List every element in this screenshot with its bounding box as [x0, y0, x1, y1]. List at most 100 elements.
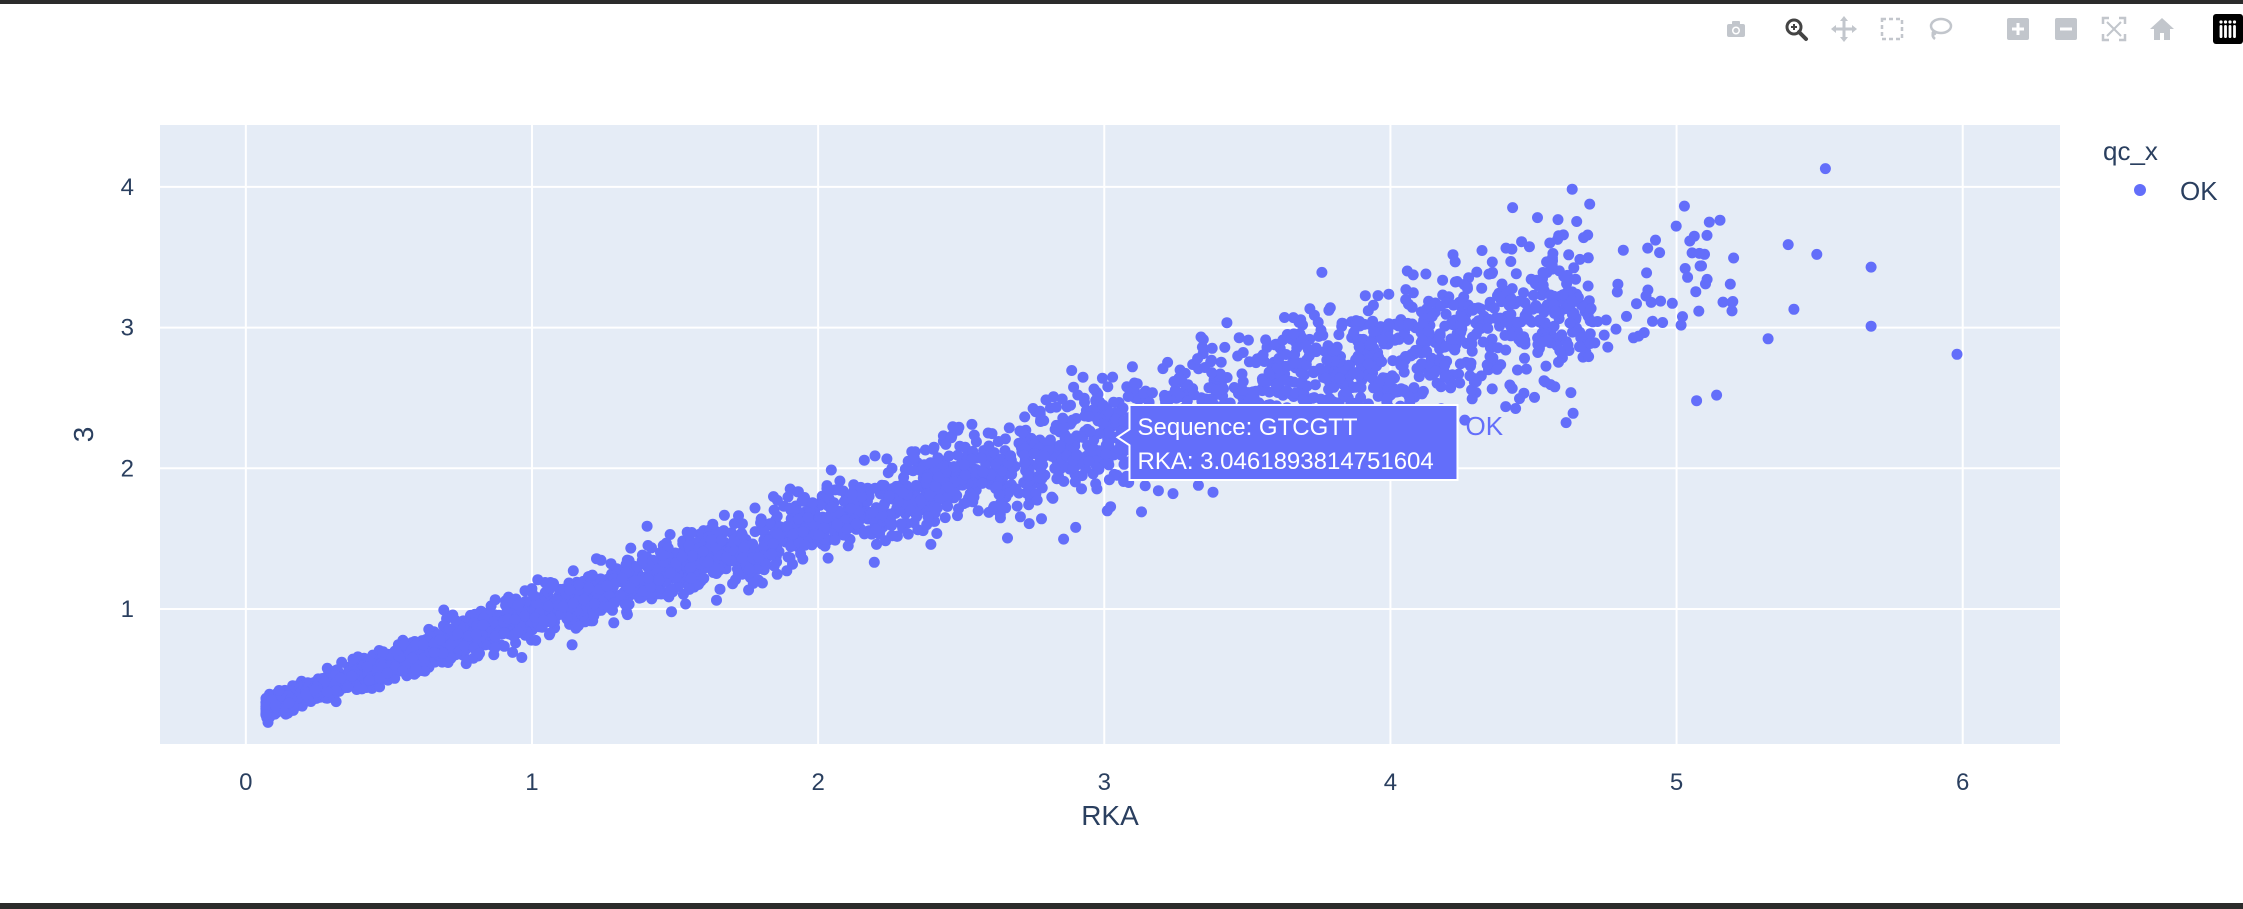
- scatter-point[interactable]: [1788, 303, 1800, 315]
- scatter-point[interactable]: [666, 606, 677, 618]
- scatter-point[interactable]: [1243, 356, 1255, 368]
- scatter-point[interactable]: [736, 529, 748, 541]
- scatter-point[interactable]: [676, 551, 688, 563]
- scatter-point[interactable]: [732, 568, 744, 580]
- scatter-point[interactable]: [1068, 381, 1080, 393]
- scatter-point[interactable]: [1257, 349, 1269, 361]
- scatter-point[interactable]: [438, 604, 450, 616]
- scatter-point[interactable]: [605, 558, 617, 570]
- scatter-point[interactable]: [922, 511, 934, 523]
- scatter-point[interactable]: [907, 465, 919, 477]
- scatter-point[interactable]: [1492, 290, 1503, 302]
- scatter-point[interactable]: [755, 517, 767, 529]
- scatter-point[interactable]: [1693, 247, 1705, 259]
- scatter-point[interactable]: [893, 496, 905, 508]
- scatter-point[interactable]: [544, 627, 556, 639]
- scatter-point[interactable]: [702, 556, 714, 568]
- scatter-point[interactable]: [705, 534, 717, 545]
- scatter-point[interactable]: [1293, 316, 1305, 328]
- scatter-point[interactable]: [928, 441, 940, 453]
- scatter-point[interactable]: [855, 481, 867, 493]
- scatter-point[interactable]: [336, 656, 348, 668]
- scatter-point[interactable]: [1100, 448, 1112, 460]
- scatter-point[interactable]: [1290, 387, 1302, 399]
- scatter-point[interactable]: [846, 489, 858, 500]
- scatter-point[interactable]: [929, 480, 941, 492]
- scatter-point[interactable]: [797, 526, 809, 538]
- scatter-point[interactable]: [1069, 476, 1081, 488]
- scatter-point[interactable]: [273, 685, 285, 696]
- scatter-point[interactable]: [1281, 385, 1293, 397]
- scatter-point[interactable]: [1435, 381, 1447, 393]
- scatter-point[interactable]: [397, 665, 409, 677]
- scatter-point[interactable]: [1532, 212, 1543, 224]
- scatter-point[interactable]: [1557, 289, 1569, 301]
- scatter-point[interactable]: [1567, 326, 1578, 338]
- scatter-point[interactable]: [1819, 163, 1831, 175]
- scatter-point[interactable]: [1417, 385, 1429, 397]
- scatter-point[interactable]: [1297, 394, 1309, 406]
- scatter-point[interactable]: [772, 528, 783, 540]
- scatter-point[interactable]: [939, 512, 951, 524]
- scatter-point[interactable]: [1214, 368, 1226, 380]
- scatter-point[interactable]: [825, 464, 837, 476]
- scatter-point[interactable]: [1724, 278, 1736, 290]
- scatter-point[interactable]: [1359, 290, 1371, 302]
- scatter-point[interactable]: [1536, 336, 1548, 348]
- scatter-point[interactable]: [474, 647, 485, 659]
- scatter-point[interactable]: [1534, 314, 1545, 326]
- scatter-point[interactable]: [771, 568, 783, 580]
- scatter-point[interactable]: [586, 569, 598, 581]
- scatter-point[interactable]: [377, 646, 389, 658]
- scatter-point[interactable]: [1330, 344, 1342, 356]
- scatter-point[interactable]: [458, 640, 470, 652]
- scatter-point[interactable]: [407, 652, 419, 664]
- scatter-point[interactable]: [845, 503, 857, 514]
- scatter-point[interactable]: [1484, 350, 1496, 362]
- scatter-point[interactable]: [1122, 391, 1134, 402]
- scatter-point[interactable]: [1031, 494, 1043, 506]
- scatter-point[interactable]: [1711, 389, 1723, 401]
- scatter-point[interactable]: [573, 579, 585, 591]
- scatter-point[interactable]: [1333, 329, 1345, 341]
- scatter-point[interactable]: [1510, 268, 1522, 280]
- scatter-point[interactable]: [1102, 381, 1114, 393]
- scatter-point[interactable]: [882, 467, 894, 479]
- scatter-point[interactable]: [736, 552, 748, 564]
- scatter-point[interactable]: [283, 697, 295, 709]
- scatter-point[interactable]: [841, 523, 853, 535]
- scatter-point[interactable]: [968, 491, 980, 503]
- scatter-point[interactable]: [1383, 319, 1395, 331]
- scatter-point[interactable]: [807, 497, 819, 509]
- scatter-point[interactable]: [589, 598, 601, 610]
- scatter-point[interactable]: [747, 538, 759, 550]
- scatter-point[interactable]: [477, 619, 489, 631]
- scatter-point[interactable]: [1657, 317, 1669, 328]
- scatter-point[interactable]: [1486, 333, 1498, 345]
- scatter-point[interactable]: [1690, 286, 1702, 298]
- scatter-point[interactable]: [975, 452, 987, 464]
- scatter-point[interactable]: [910, 480, 922, 491]
- scatter-point[interactable]: [1324, 302, 1336, 314]
- scatter-point[interactable]: [869, 482, 881, 494]
- scatter-point[interactable]: [330, 696, 342, 708]
- scatter-point[interactable]: [1348, 367, 1360, 379]
- scatter-point[interactable]: [1247, 386, 1259, 398]
- scatter-point[interactable]: [908, 452, 920, 464]
- scatter-point[interactable]: [993, 489, 1005, 501]
- scatter-point[interactable]: [1017, 427, 1029, 439]
- scatter-point[interactable]: [528, 590, 540, 601]
- scatter-point[interactable]: [537, 614, 549, 626]
- scatter-point[interactable]: [1422, 325, 1434, 337]
- scatter-point[interactable]: [959, 469, 971, 481]
- scatter-point[interactable]: [942, 500, 954, 512]
- scatter-point[interactable]: [1118, 415, 1130, 427]
- scatter-point[interactable]: [1585, 303, 1597, 314]
- scatter-point[interactable]: [1103, 474, 1115, 486]
- scatter-point[interactable]: [361, 661, 373, 673]
- scatter-point[interactable]: [557, 601, 569, 613]
- scatter-point[interactable]: [1574, 253, 1586, 265]
- scatter-point[interactable]: [1362, 305, 1374, 317]
- scatter-point[interactable]: [1584, 328, 1596, 340]
- scatter-point[interactable]: [1093, 463, 1105, 475]
